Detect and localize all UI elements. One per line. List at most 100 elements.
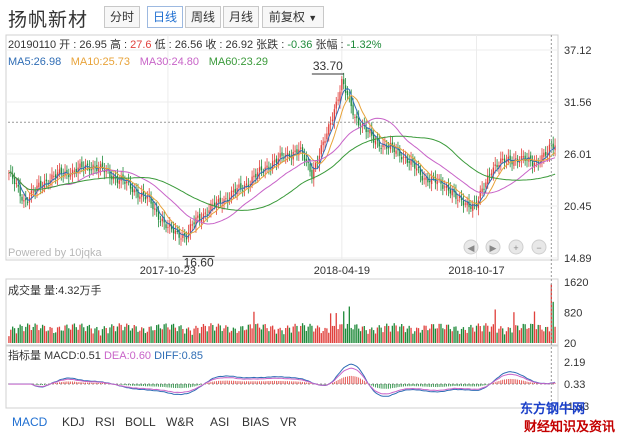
price-tick-label: 26.01 [564, 149, 592, 161]
volume-bar [178, 326, 180, 343]
indicator-tab-boll[interactable]: BOLL [125, 415, 156, 429]
candle-body [488, 174, 491, 176]
candle-body [191, 224, 193, 226]
volume-bar [157, 324, 160, 343]
macd-tick-label: 2.19 [564, 357, 585, 369]
volume-bar [326, 328, 328, 343]
volume-bar [70, 329, 72, 343]
volume-bar [391, 325, 394, 343]
low-price-label: 16.60 [184, 255, 214, 269]
candle-body [86, 163, 89, 166]
candle-body [258, 167, 261, 172]
volume-bar [68, 328, 70, 343]
candle-body [417, 166, 420, 168]
volume-bar [212, 325, 214, 343]
volume-bar [283, 334, 285, 343]
candle-body [264, 167, 266, 171]
volume-bar [466, 332, 468, 343]
volume-bar [182, 328, 184, 343]
time-tick-label: 2018-04-19 [314, 265, 370, 277]
volume-bar [537, 324, 539, 343]
volume-bar [131, 328, 134, 343]
candle-body [541, 155, 543, 161]
volume-bar [271, 325, 274, 343]
volume-bar [238, 331, 240, 343]
volume-bar [361, 326, 364, 343]
candle-body [358, 117, 360, 126]
candle-body [58, 169, 61, 174]
candle-body [423, 178, 425, 180]
volume-bar [543, 331, 545, 343]
indicator-tab-asi[interactable]: ASI [210, 415, 230, 429]
candle-body [217, 199, 220, 202]
volume-bar [430, 324, 433, 343]
volume-bar [120, 324, 122, 343]
scroll-right-icon[interactable] [485, 239, 501, 255]
candle-body [421, 175, 423, 181]
volume-bar [251, 328, 253, 343]
candle-body [502, 158, 504, 160]
volume-bar [359, 331, 362, 343]
volume-bar [423, 325, 425, 343]
candle-body [154, 208, 156, 210]
candle-body [341, 79, 343, 91]
volume-bar [490, 326, 493, 343]
volume-bar [539, 325, 541, 343]
candle-body [408, 161, 410, 164]
tab-daily[interactable]: 日线 [147, 6, 183, 28]
candle-body [25, 198, 27, 201]
zoom-out-icon[interactable] [531, 239, 547, 255]
indicator-tab-kdj[interactable]: KDJ [62, 415, 85, 429]
indicator-tab-rsi[interactable]: RSI [95, 415, 116, 429]
candle-body [350, 96, 352, 107]
volume-bar [113, 325, 115, 343]
volume-bar [487, 325, 489, 343]
volume-bar [13, 328, 16, 343]
volume-bar [374, 333, 377, 343]
zoom-in-icon[interactable] [508, 239, 524, 255]
scroll-left-icon[interactable] [463, 239, 479, 255]
volume-bar [292, 326, 294, 343]
candle-body [447, 185, 450, 191]
volume-bar [528, 328, 530, 343]
volume-bar [479, 326, 481, 343]
indicator-tab-wr[interactable]: W&R [166, 415, 194, 429]
volume-bar [15, 333, 18, 343]
indicator-tab-vr[interactable]: VR [280, 415, 297, 429]
candle-body [305, 158, 307, 162]
indicator-tab-bias[interactable]: BIAS [242, 415, 270, 429]
candle-body [262, 172, 264, 174]
candle-body [382, 144, 384, 147]
candle-body [249, 184, 251, 186]
volume-bar [408, 325, 410, 343]
candle-body [88, 166, 91, 171]
volume-bar [399, 326, 401, 343]
volume-bar [214, 330, 216, 343]
volume-bar [30, 330, 33, 343]
volume-bar [369, 329, 371, 343]
volume-bar [228, 332, 231, 343]
tab-intraday[interactable]: 分时 [104, 6, 140, 28]
volume-bar [245, 329, 248, 343]
volume-bar [440, 323, 442, 343]
candle-body [397, 149, 399, 151]
candle-body [402, 156, 405, 158]
volume-bar [550, 284, 552, 343]
zoom-out-glyph: − [536, 243, 541, 253]
candle-body [159, 221, 162, 223]
candle-body [320, 145, 322, 155]
candle-body [352, 104, 354, 116]
candle-body [292, 151, 294, 160]
indicator-tab-macd[interactable]: MACD [12, 415, 48, 429]
candle-body [167, 226, 169, 228]
volume-bar [227, 326, 229, 343]
scroll-left-glyph: ◀ [468, 243, 475, 253]
candle-body [34, 190, 36, 192]
volume-bar [66, 324, 68, 343]
candle-body [367, 130, 369, 132]
volume-bar [444, 329, 446, 343]
adjust-dropdown[interactable]: 前复权 ▼ [262, 6, 324, 28]
candle-body [515, 158, 517, 160]
tab-weekly[interactable]: 周线 [185, 6, 221, 28]
tab-monthly[interactable]: 月线 [223, 6, 259, 28]
